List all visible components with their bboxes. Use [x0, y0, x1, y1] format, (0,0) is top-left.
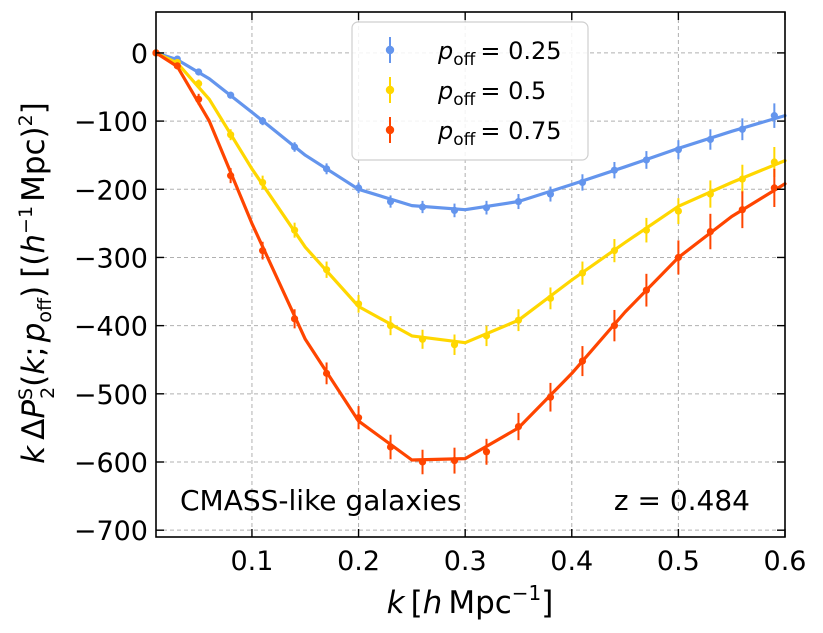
data-point: [354, 184, 363, 192]
data-point: [418, 335, 427, 343]
series-layer: [152, 49, 787, 475]
x-tick-label: 0.2: [337, 546, 380, 577]
series-curve: [154, 51, 787, 212]
data-point: [173, 62, 181, 70]
data-point: [418, 203, 427, 211]
data-point: [259, 178, 267, 187]
annotation-redshift: z = 0.484: [614, 484, 750, 517]
data-point: [259, 247, 267, 255]
data-point: [354, 414, 363, 422]
x-tick-label: 0.5: [657, 546, 700, 577]
y-tick-label: −500: [74, 380, 148, 411]
ticks: 0.1 0.2 0.3 0.4 0.5 0.6 0 −100 −200 −300 −400 −500 −…: [74, 12, 807, 577]
legend-marker: [385, 45, 395, 55]
y-tick-label: −600: [74, 448, 148, 479]
legend-item-1: poff = 0.25: [385, 37, 562, 70]
series-curve: [154, 51, 787, 345]
data-point: [514, 197, 523, 206]
data-point: [259, 117, 267, 125]
data-point: [514, 422, 523, 431]
data-point: [770, 184, 778, 192]
x-tick-label: 0.4: [550, 546, 593, 577]
data-point: [610, 247, 619, 255]
legend-marker: [385, 125, 395, 135]
data-point: [706, 190, 714, 198]
legend-label: poff = 0.25: [437, 37, 562, 70]
y-axis-title: kΔPS2(k;poff)[(h−1Mpc)2]: [15, 102, 59, 464]
data-point: [642, 286, 651, 294]
data-point: [770, 112, 778, 120]
data-point: [322, 369, 331, 377]
data-point: [578, 178, 587, 187]
legend-item-2: poff = 0.5: [385, 77, 546, 110]
data-point: [227, 91, 235, 99]
data-point: [482, 204, 491, 212]
legend: poff = 0.25 poff = 0.5 poff = 0.75: [351, 21, 589, 161]
legend-label: poff = 0.5: [437, 77, 546, 110]
x-tick-label: 0.6: [764, 546, 807, 577]
series-1: [152, 49, 787, 218]
plot-frame: [155, 11, 786, 538]
data-point: [706, 135, 714, 144]
data-point: [546, 393, 555, 401]
data-point: [578, 357, 587, 365]
legend-marker: [385, 85, 395, 95]
data-point: [642, 226, 651, 234]
y-tick-label: −700: [74, 516, 148, 547]
data-point: [322, 165, 331, 173]
legend-item-3: poff = 0.75: [385, 117, 562, 150]
data-point: [227, 172, 235, 180]
annotation-sample: CMASS-like galaxies: [180, 484, 461, 517]
data-point: [227, 131, 235, 139]
data-point: [450, 457, 459, 465]
data-point: [386, 322, 395, 330]
data-point: [674, 253, 682, 262]
data-point: [546, 294, 555, 302]
y-tick-label: −200: [74, 175, 148, 206]
data-point: [610, 322, 619, 330]
data-point: [290, 226, 299, 234]
data-point: [738, 125, 746, 133]
data-point: [514, 316, 523, 324]
y-tick-label: 0: [131, 39, 148, 70]
data-point: [546, 190, 555, 198]
data-point: [290, 143, 299, 151]
data-point: [482, 448, 491, 456]
data-point: [386, 197, 395, 206]
data-point: [706, 227, 714, 236]
data-point: [770, 158, 778, 166]
data-point: [738, 206, 746, 214]
legend-box: [351, 21, 589, 161]
data-point: [195, 79, 203, 88]
legend-label: poff = 0.75: [437, 117, 562, 150]
series-2: [152, 49, 787, 355]
data-point: [674, 146, 682, 154]
data-point: [418, 458, 427, 466]
data-point: [322, 266, 331, 274]
data-point: [610, 166, 619, 174]
data-point: [290, 315, 299, 323]
x-axis-title: k [h Mpc−1]: [387, 581, 554, 621]
series-3: [152, 49, 787, 475]
x-tick-label: 0.3: [444, 546, 487, 577]
data-point: [386, 443, 395, 451]
data-point: [354, 300, 363, 308]
data-point: [195, 68, 203, 76]
data-point: [195, 95, 203, 103]
y-tick-label: −400: [74, 312, 148, 343]
data-point: [738, 175, 746, 183]
x-tick-label: 0.1: [230, 546, 273, 577]
y-tick-label: −100: [74, 107, 148, 138]
y-tick-label: −300: [74, 243, 148, 274]
data-point: [642, 156, 651, 164]
data-point: [450, 341, 459, 349]
data-point: [578, 269, 587, 277]
data-point: [674, 207, 682, 215]
data-point: [482, 332, 491, 340]
series-curve: [154, 51, 787, 462]
data-point: [450, 206, 459, 215]
